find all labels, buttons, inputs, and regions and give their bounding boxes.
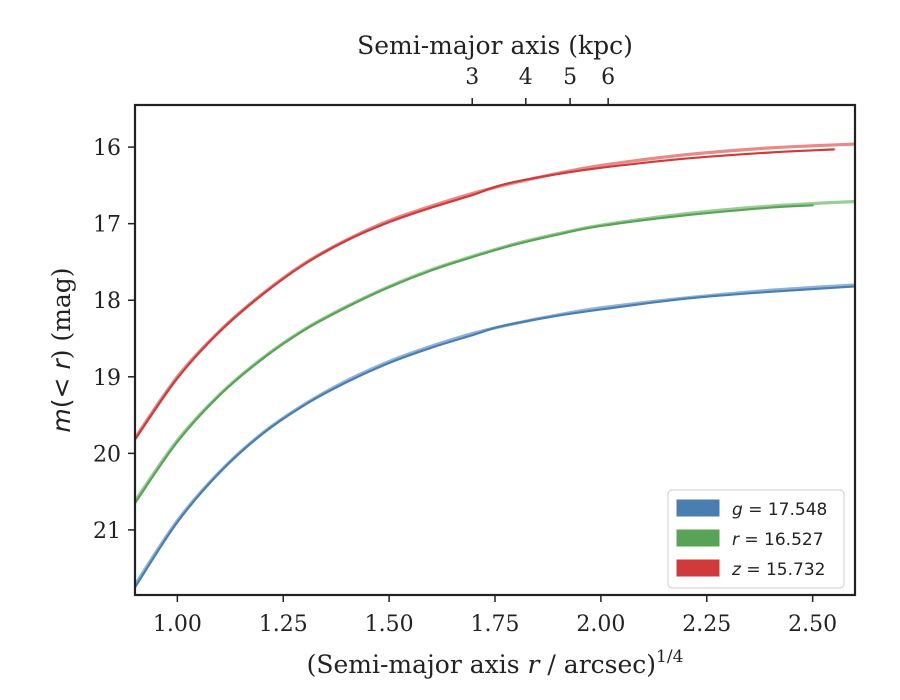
- y-tick-label: 17: [93, 213, 121, 238]
- top-x-axis-title: Semi-major axis (kpc): [357, 31, 633, 60]
- x-tick-label: 1.25: [259, 612, 308, 637]
- legend-swatch-g: [676, 499, 720, 517]
- y-tick-label: 20: [93, 442, 121, 467]
- y-tick-label: 18: [93, 289, 121, 314]
- y-axis-title: m(< r) (mag): [47, 267, 76, 432]
- y-tick-label: 21: [93, 519, 121, 544]
- legend-label-r: r = 16.527: [732, 530, 824, 550]
- legend-swatch-z: [676, 559, 720, 577]
- series-layer: [135, 142, 855, 589]
- x-tick-label: 1.75: [471, 612, 520, 637]
- series-r-line: [135, 204, 814, 505]
- series-r-model-line: [135, 199, 855, 503]
- legend-label-z: z = 15.732: [731, 560, 825, 580]
- legend-swatch-r: [676, 529, 720, 547]
- y-tick-label: 16: [93, 136, 121, 161]
- top-x-tick-label: 5: [563, 65, 577, 90]
- y-tick-label: 19: [93, 366, 121, 391]
- top-x-tick-label: 6: [601, 65, 615, 90]
- legend-label-g: g = 17.548: [732, 500, 827, 520]
- x-tick-label: 1.50: [365, 612, 414, 637]
- x-tick-label: 2.25: [682, 612, 731, 637]
- series-g-line: [135, 285, 855, 589]
- x-tick-label: 2.50: [788, 612, 837, 637]
- x-tick-label: 1.00: [153, 612, 202, 637]
- top-x-tick-label: 3: [465, 65, 479, 90]
- x-axis-title: (Semi-major axis r / arcsec)1/4: [307, 647, 684, 679]
- axes-layer: 1.00 1.25 1.50 1.75 2.00 2.25 2.50 16 17 18 19 20 21…: [93, 65, 837, 637]
- series-z-line: [135, 148, 835, 441]
- x-tick-label: 2.00: [576, 612, 625, 637]
- top-x-tick-label: 4: [519, 65, 533, 90]
- legend: g = 17.548 r = 16.527 z = 15.732: [667, 489, 845, 589]
